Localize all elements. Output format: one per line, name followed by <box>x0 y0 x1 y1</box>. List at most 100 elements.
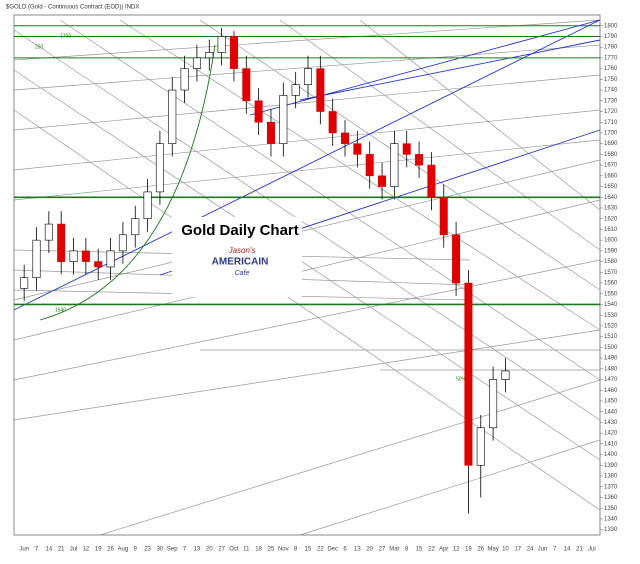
x-tick-label: 8 <box>294 547 298 553</box>
y-tick-label: 1450 <box>604 399 618 405</box>
candle-body <box>476 427 485 466</box>
candle-body <box>353 143 362 155</box>
candle-body <box>81 250 90 262</box>
x-tick-label: 26 <box>107 547 114 553</box>
title-box <box>172 217 302 297</box>
y-tick-label: 1580 <box>604 259 618 265</box>
y-tick-label: 1490 <box>604 356 618 362</box>
candle-body <box>94 261 103 268</box>
candle-body <box>205 52 214 59</box>
y-tick-label: 1670 <box>604 163 618 169</box>
logo-text: Cafe <box>235 270 250 277</box>
y-tick-label: 1360 <box>604 495 618 501</box>
logo-text: AMERICAIN <box>212 257 269 268</box>
y-tick-label: 1370 <box>604 484 618 490</box>
x-tick-label: 8 <box>405 547 409 553</box>
y-tick-label: 1720 <box>604 109 618 115</box>
y-tick-label: 1730 <box>604 98 618 104</box>
candle-body <box>316 68 325 112</box>
candle-body <box>180 68 189 91</box>
y-tick-label: 1780 <box>604 45 618 51</box>
x-tick-label: 15 <box>305 547 312 553</box>
x-tick-label: Jul <box>588 547 596 553</box>
candle-body <box>365 154 374 177</box>
x-tick-label: 19 <box>465 547 472 553</box>
candle-body <box>143 191 152 220</box>
y-tick-label: 1620 <box>604 216 618 222</box>
y-tick-label: 1390 <box>604 463 618 469</box>
x-tick-label: 17 <box>514 547 521 553</box>
candle-body <box>341 132 350 144</box>
candle-body <box>168 89 177 144</box>
x-tick-label: Jun <box>19 547 29 553</box>
candle-body <box>118 234 127 252</box>
x-tick-label: 12 <box>83 547 90 553</box>
y-tick-label: 1640 <box>604 195 618 201</box>
annotation: 250 <box>35 44 44 50</box>
y-tick-label: 1660 <box>604 173 618 179</box>
y-tick-label: 1750 <box>604 77 618 83</box>
x-tick-label: 21 <box>58 547 65 553</box>
y-tick-label: 1500 <box>604 345 618 351</box>
chart-header: $GOLD (Gold - Continuous Contract (EOD))… <box>6 5 139 11</box>
y-tick-label: 1700 <box>604 131 618 137</box>
x-tick-label: Apr <box>439 547 448 553</box>
candle-body <box>155 143 164 193</box>
x-tick-label: 27 <box>379 547 386 553</box>
x-tick-label: 7 <box>183 547 187 553</box>
candle-body <box>217 36 226 53</box>
x-tick-label: 9 <box>134 547 138 553</box>
x-tick-label: Mar <box>389 547 399 553</box>
x-tick-label: 18 <box>255 547 262 553</box>
y-tick-label: 1410 <box>604 441 618 447</box>
candle-body <box>390 143 399 187</box>
candle-body <box>254 100 263 123</box>
y-tick-label: 1330 <box>604 527 618 533</box>
candle-body <box>44 223 53 241</box>
y-tick-label: 1510 <box>604 334 618 340</box>
y-tick-label: 1760 <box>604 66 618 72</box>
candle-body <box>402 143 411 155</box>
x-tick-label: 26 <box>477 547 484 553</box>
y-tick-label: 1690 <box>604 141 618 147</box>
chart-title: Gold Daily Chart <box>181 222 299 239</box>
x-tick-label: 6 <box>343 547 347 553</box>
candle-body <box>464 282 473 466</box>
y-tick-label: 1340 <box>604 516 618 522</box>
x-tick-label: 24 <box>527 547 534 553</box>
candle-body <box>20 277 29 289</box>
y-tick-label: 1420 <box>604 431 618 437</box>
y-tick-label: 1550 <box>604 291 618 297</box>
candle-body <box>378 175 387 187</box>
y-tick-label: 1590 <box>604 248 618 254</box>
x-tick-label: 15 <box>416 547 423 553</box>
y-tick-label: 1480 <box>604 366 618 372</box>
y-tick-label: 1790 <box>604 34 618 40</box>
candle-body <box>242 68 251 102</box>
y-tick-label: 1530 <box>604 313 618 319</box>
candle-body <box>279 95 288 144</box>
y-tick-label: 1570 <box>604 270 618 276</box>
y-tick-label: 1650 <box>604 184 618 190</box>
x-tick-label: Dec <box>327 547 338 553</box>
x-tick-label: 14 <box>564 547 571 553</box>
x-tick-label: Jul <box>70 547 78 553</box>
y-tick-label: 1470 <box>604 377 618 383</box>
x-tick-label: 20 <box>206 547 213 553</box>
trend-lines <box>13 19 601 536</box>
plot-frame <box>13 14 601 536</box>
x-tick-label: 10 <box>502 547 509 553</box>
candle-body <box>192 57 201 69</box>
y-tick-label: 1560 <box>604 281 618 287</box>
candle-body <box>439 196 448 236</box>
x-tick-label: 22 <box>428 547 435 553</box>
annotation: 1540 <box>55 307 66 313</box>
y-tick-label: 1440 <box>604 409 618 415</box>
candle-body <box>427 164 436 198</box>
y-tick-label: 1540 <box>604 302 618 308</box>
candle-body <box>452 234 461 284</box>
candle-body <box>57 223 66 262</box>
x-tick-label: 13 <box>194 547 201 553</box>
candle-body <box>266 121 275 144</box>
